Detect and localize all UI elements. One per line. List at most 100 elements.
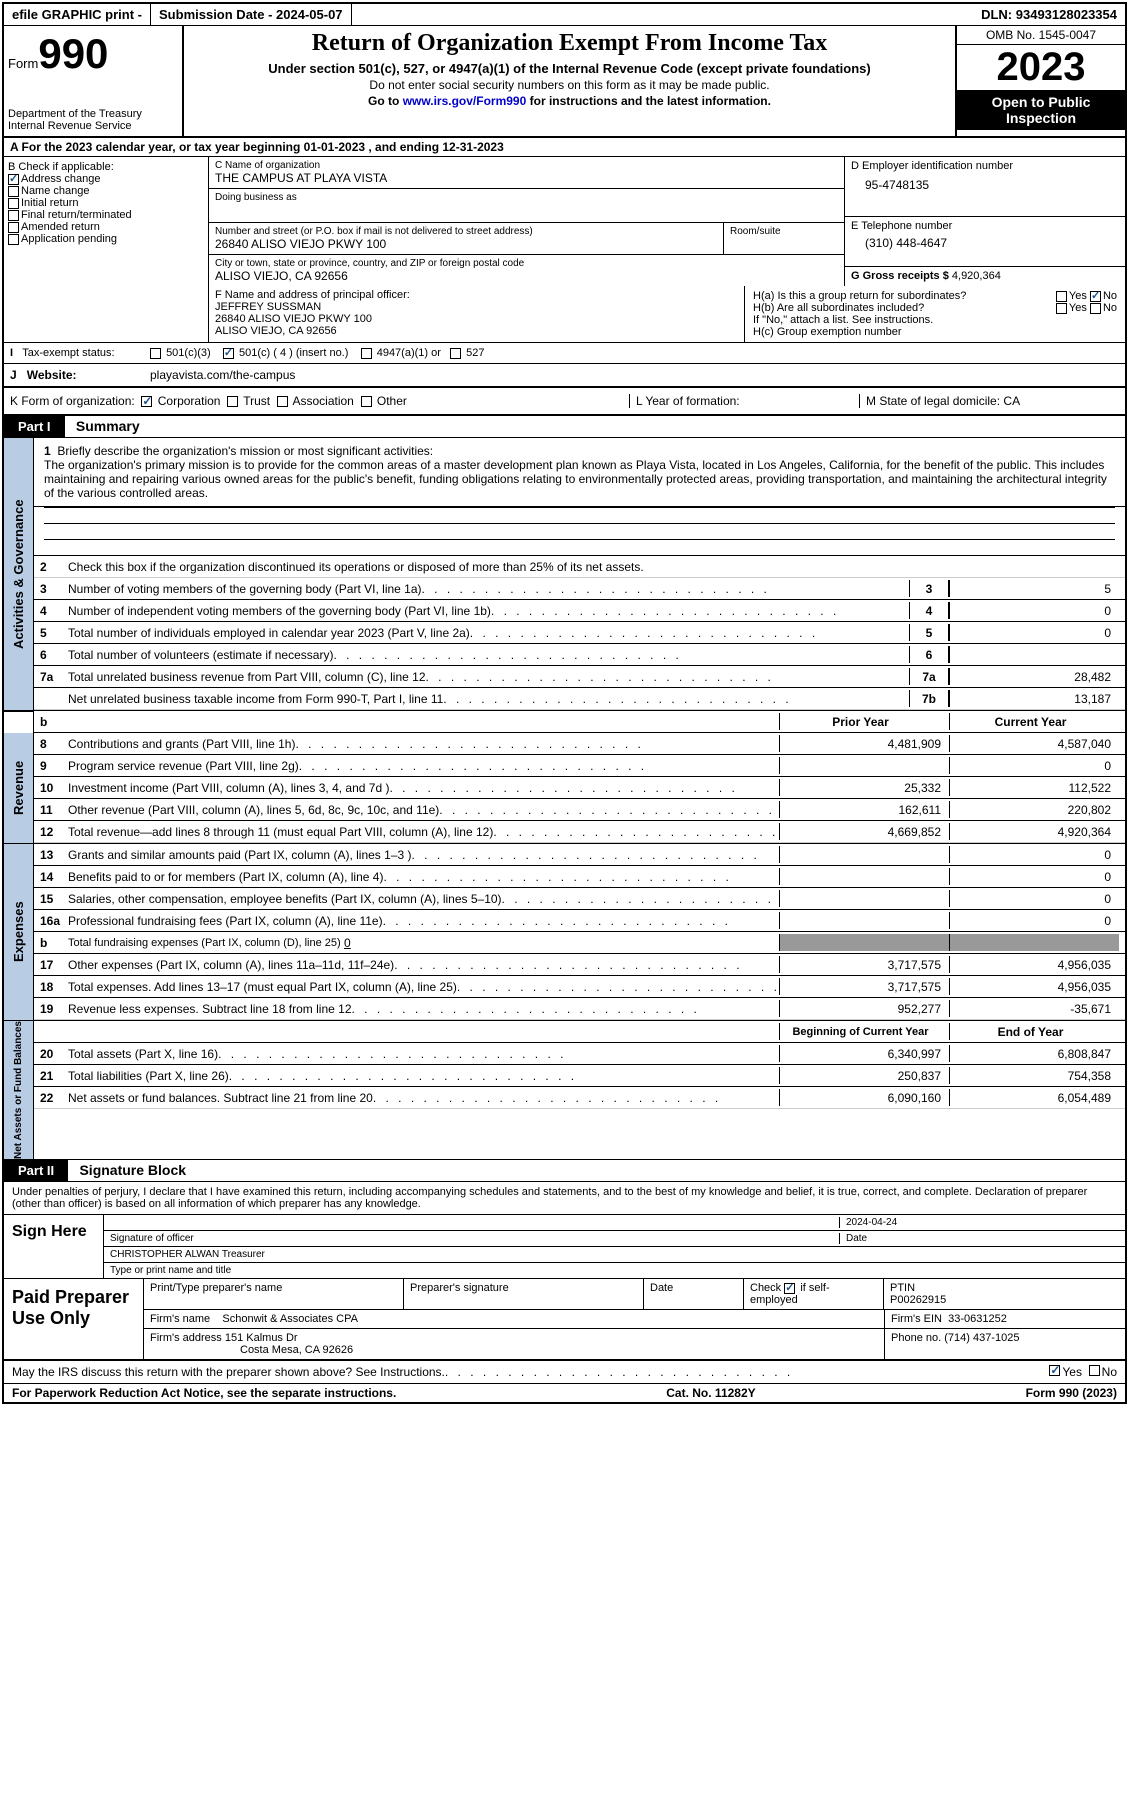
line-16a: 16a Professional fundraising fees (Part … xyxy=(34,910,1125,932)
line-15: 15 Salaries, other compensation, employe… xyxy=(34,888,1125,910)
part-2-header: Part II Signature Block xyxy=(4,1160,1125,1182)
line-21: 21 Total liabilities (Part X, line 26) 2… xyxy=(34,1065,1125,1087)
ssn-note: Do not enter social security numbers on … xyxy=(188,78,951,92)
curr-18: 4,956,035 xyxy=(949,978,1119,995)
telephone: (310) 448-4647 xyxy=(851,232,1119,254)
firm-ein: 33-0631252 xyxy=(948,1313,1007,1325)
col-b-checkboxes: B Check if applicable: Address change Na… xyxy=(4,157,209,286)
checkbox-ha-yes[interactable] xyxy=(1056,291,1067,302)
checkbox-pending[interactable] xyxy=(8,234,19,245)
org-name: THE CAMPUS AT PLAYA VISTA xyxy=(215,171,838,185)
checkbox-other[interactable] xyxy=(361,396,372,407)
curr-22: 6,054,489 xyxy=(949,1089,1119,1106)
section-net-assets: Net Assets or Fund Balances Beginning of… xyxy=(4,1021,1125,1160)
form-number: Form990 xyxy=(8,30,178,78)
col-c-org: C Name of organization THE CAMPUS AT PLA… xyxy=(209,157,845,286)
row-i-tax-status: I Tax-exempt status: 501(c)(3) 501(c) ( … xyxy=(4,343,1125,364)
paid-preparer-block: Paid Preparer Use Only Print/Type prepar… xyxy=(4,1279,1125,1361)
tab-net-assets: Net Assets or Fund Balances xyxy=(4,1021,34,1159)
line-9: 9 Program service revenue (Part VIII, li… xyxy=(34,755,1125,777)
prior-10: 25,332 xyxy=(779,779,949,796)
sign-here-block: Sign Here 2024-04-24 Signature of office… xyxy=(4,1215,1125,1279)
firm-phone: (714) 437-1025 xyxy=(944,1332,1019,1344)
checkbox-4947[interactable] xyxy=(361,348,372,359)
col-d-e-g: D Employer identification number 95-4748… xyxy=(845,157,1125,286)
line-20: 20 Total assets (Part X, line 16) 6,340,… xyxy=(34,1043,1125,1065)
row-a-tax-year: A For the 2023 calendar year, or tax yea… xyxy=(4,138,1125,157)
row-j-website: J Website: playavista.com/the-campus xyxy=(4,364,1125,388)
checkbox-501c3[interactable] xyxy=(150,348,161,359)
form-title: Return of Organization Exempt From Incom… xyxy=(188,30,951,57)
main-grid: B Check if applicable: Address change Na… xyxy=(4,157,1125,286)
line-12: 12 Total revenue—add lines 8 through 11 … xyxy=(34,821,1125,843)
org-address: 26840 ALISO VIEJO PKWY 100 xyxy=(215,237,717,251)
line-11: 11 Other revenue (Part VIII, column (A),… xyxy=(34,799,1125,821)
checkbox-final-return[interactable] xyxy=(8,210,19,221)
prior-9 xyxy=(779,757,949,774)
state-domicile: CA xyxy=(1003,394,1020,408)
prior-21: 250,837 xyxy=(779,1067,949,1084)
irs-link[interactable]: www.irs.gov/Form990 xyxy=(403,94,527,108)
line-10: 10 Investment income (Part VIII, column … xyxy=(34,777,1125,799)
checkbox-hb-yes[interactable] xyxy=(1056,303,1067,314)
firm-name: Schonwit & Associates CPA xyxy=(222,1313,358,1325)
line-4: 4 Number of independent voting members o… xyxy=(34,600,1125,622)
section-expenses: Expenses 13 Grants and similar amounts p… xyxy=(4,844,1125,1021)
value-6 xyxy=(949,646,1119,663)
line-5: 5 Total number of individuals employed i… xyxy=(34,622,1125,644)
mission-text: The organization's primary mission is to… xyxy=(44,458,1107,500)
prior-16a xyxy=(779,912,949,929)
form-subtitle: Under section 501(c), 527, or 4947(a)(1)… xyxy=(188,61,951,76)
footer: For Paperwork Reduction Act Notice, see … xyxy=(4,1384,1125,1402)
prior-22: 6,090,160 xyxy=(779,1089,949,1106)
curr-16a: 0 xyxy=(949,912,1119,929)
curr-17: 4,956,035 xyxy=(949,956,1119,973)
checkbox-discuss-no[interactable] xyxy=(1089,1365,1100,1376)
line-7a: 7a Total unrelated business revenue from… xyxy=(34,666,1125,688)
checkbox-discuss-yes[interactable] xyxy=(1049,1365,1060,1376)
omb-number: OMB No. 1545-0047 xyxy=(957,26,1125,45)
checkbox-hb-no[interactable] xyxy=(1090,303,1101,314)
prior-13 xyxy=(779,846,949,863)
checkbox-self-employed[interactable] xyxy=(784,1283,795,1294)
row-f-h: F Name and address of principal officer:… xyxy=(4,286,1125,343)
header: Form990 Department of the Treasury Inter… xyxy=(4,26,1125,138)
checkbox-amended[interactable] xyxy=(8,222,19,233)
dln: DLN: 93493128023354 xyxy=(973,4,1125,25)
value-3: 5 xyxy=(949,580,1119,597)
checkbox-trust[interactable] xyxy=(227,396,238,407)
checkbox-corp[interactable] xyxy=(141,396,152,407)
checkbox-address-change[interactable] xyxy=(8,174,19,185)
sig-date: 2024-04-24 xyxy=(839,1217,1119,1228)
prior-15 xyxy=(779,890,949,907)
checkbox-501c[interactable] xyxy=(223,348,234,359)
public-inspection: Open to Public Inspection xyxy=(957,90,1125,130)
checkbox-ha-no[interactable] xyxy=(1090,291,1101,302)
curr-8: 4,587,040 xyxy=(949,735,1119,752)
curr-12: 4,920,364 xyxy=(949,823,1119,840)
prior-17: 3,717,575 xyxy=(779,956,949,973)
prior-19: 952,277 xyxy=(779,1000,949,1017)
prior-18: 3,717,575 xyxy=(779,978,949,995)
checkbox-assoc[interactable] xyxy=(277,396,288,407)
topbar: efile GRAPHIC print - Submission Date - … xyxy=(4,4,1125,26)
line-17: 17 Other expenses (Part IX, column (A), … xyxy=(34,954,1125,976)
prior-20: 6,340,997 xyxy=(779,1045,949,1062)
tab-expenses: Expenses xyxy=(4,844,34,1020)
checkbox-name-change[interactable] xyxy=(8,186,19,197)
gross-receipts: 4,920,364 xyxy=(952,270,1001,282)
line-22: 22 Net assets or fund balances. Subtract… xyxy=(34,1087,1125,1109)
checkbox-527[interactable] xyxy=(450,348,461,359)
value-5: 0 xyxy=(949,624,1119,641)
tab-activities: Activities & Governance xyxy=(4,438,34,710)
line-19: 19 Revenue less expenses. Subtract line … xyxy=(34,998,1125,1020)
prior-14 xyxy=(779,868,949,885)
checkbox-initial-return[interactable] xyxy=(8,198,19,209)
curr-11: 220,802 xyxy=(949,801,1119,818)
irs-discuss-row: May the IRS discuss this return with the… xyxy=(4,1361,1125,1384)
line-8: 8 Contributions and grants (Part VIII, l… xyxy=(34,733,1125,755)
officer-signature: CHRISTOPHER ALWAN Treasurer xyxy=(104,1247,1125,1263)
value-7b: 13,187 xyxy=(949,690,1119,707)
officer-name: JEFFREY SUSSMAN xyxy=(215,301,738,313)
goto-note: Go to www.irs.gov/Form990 for instructio… xyxy=(188,94,951,108)
